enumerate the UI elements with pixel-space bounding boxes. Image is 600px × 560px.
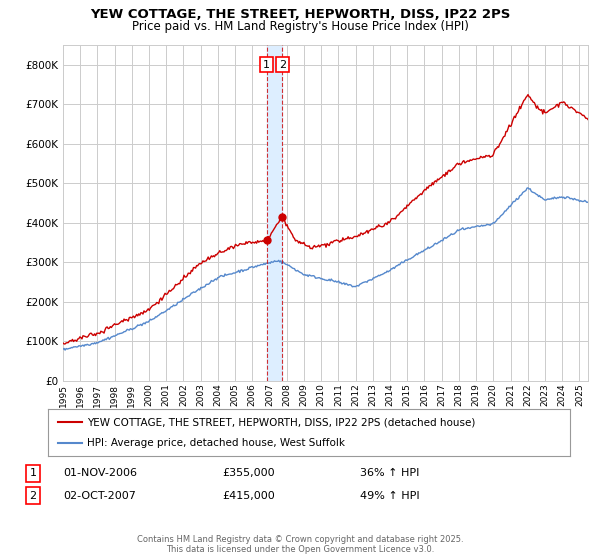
Text: 1: 1 — [263, 59, 270, 69]
Text: 2: 2 — [29, 491, 37, 501]
Text: HPI: Average price, detached house, West Suffolk: HPI: Average price, detached house, West… — [87, 438, 345, 448]
Text: 2: 2 — [279, 59, 286, 69]
Text: 1: 1 — [29, 468, 37, 478]
Text: Price paid vs. HM Land Registry's House Price Index (HPI): Price paid vs. HM Land Registry's House … — [131, 20, 469, 32]
Text: £355,000: £355,000 — [222, 468, 275, 478]
Text: 01-NOV-2006: 01-NOV-2006 — [63, 468, 137, 478]
Bar — [266, 45, 283, 381]
Text: 36% ↑ HPI: 36% ↑ HPI — [360, 468, 419, 478]
Text: 02-OCT-2007: 02-OCT-2007 — [63, 491, 136, 501]
Text: YEW COTTAGE, THE STREET, HEPWORTH, DISS, IP22 2PS (detached house): YEW COTTAGE, THE STREET, HEPWORTH, DISS,… — [87, 417, 476, 427]
Text: £415,000: £415,000 — [222, 491, 275, 501]
Text: Contains HM Land Registry data © Crown copyright and database right 2025.
This d: Contains HM Land Registry data © Crown c… — [137, 535, 463, 554]
Text: 49% ↑ HPI: 49% ↑ HPI — [360, 491, 419, 501]
Text: YEW COTTAGE, THE STREET, HEPWORTH, DISS, IP22 2PS: YEW COTTAGE, THE STREET, HEPWORTH, DISS,… — [90, 8, 510, 21]
